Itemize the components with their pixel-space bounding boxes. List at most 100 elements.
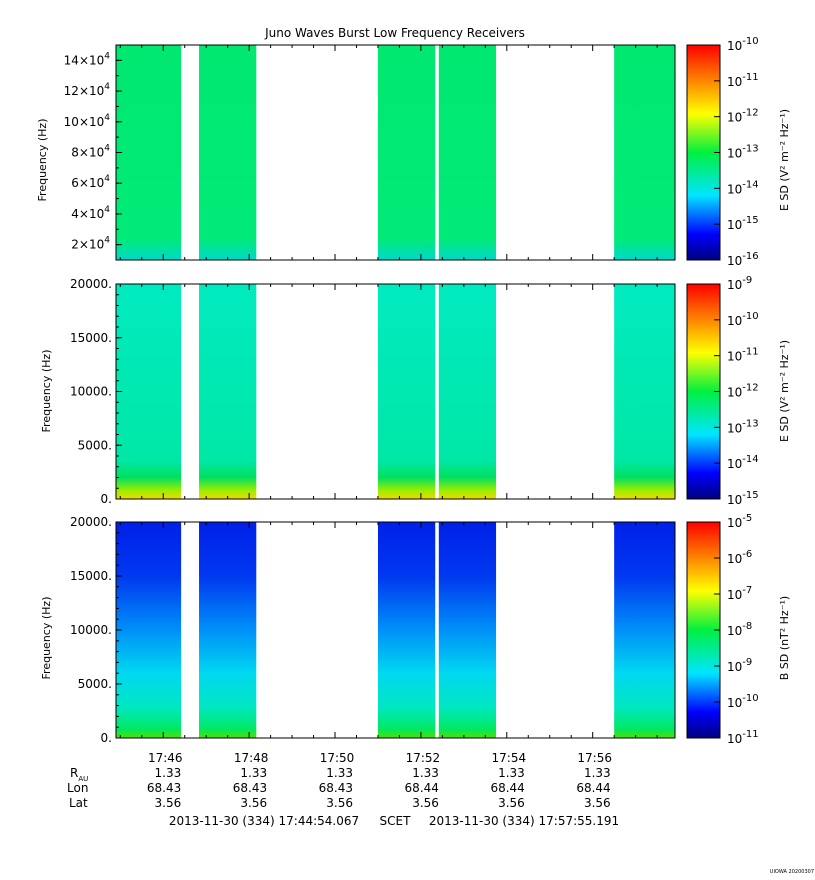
panel-2-colorbar-tick-label: 10-13 [727,418,759,435]
ephemeris-r-value: 1.33 [155,766,182,780]
ephemeris-label-r-subscript: AU [78,775,88,783]
time-tick-label: 17:52 [406,751,441,765]
footer-end-time: 2013-11-30 (334) 17:57:55.191 [429,814,619,828]
panel-3-colorbar-tick-label: 10-7 [727,585,752,602]
ephemeris-lat-value: 3.56 [412,796,439,810]
panel-1-ytick-label: 14×104 [64,51,111,67]
panel-1-ytick-label: 10×104 [64,113,111,129]
panel-1-colorbar-tick-label: 10-14 [727,179,759,196]
panel-3-colorbar-tick-label: 10-10 [727,693,759,710]
ephemeris-lat-value: 3.56 [498,796,525,810]
panel-2-colorbar-tick-label: 10-10 [727,311,759,328]
panel-3-ytick-label: 10000. [70,623,112,637]
panel-1-ytick-label: 6×104 [71,174,110,190]
panel-3-colorbar-tick-label: 10-9 [727,657,752,674]
ephemeris-r-value: 1.33 [326,766,353,780]
ephemeris-lon-value: 68.43 [319,781,353,795]
panel-1-colorbar-tick-label: 10-11 [727,72,759,89]
panel-3-ytick-label: 20000. [70,515,112,529]
ephemeris-values: 1.3368.433.561.3368.433.561.3368.433.561… [147,766,611,810]
time-tick-label: 17:48 [234,751,269,765]
panel-2-segment-5 [614,284,675,499]
panel-1-colorbar-tick-label: 10-10 [727,36,759,53]
panel-2-ylabel: Frequency (Hz) [40,350,53,433]
panel-2-yticks: 0. 5000. 10000. 15000. 20000. [70,277,658,506]
panel-1-ytick-label: 8×104 [71,144,110,160]
panel-2-colorbar-tick-label: 10-11 [727,347,759,364]
footer-credit: UIOWA 20200307 [770,869,814,875]
time-tick-label: 17:56 [577,751,612,765]
panel-3-ytick-label: 0. [101,731,112,745]
panel-1-colorbar-tick-label: 10-16 [727,251,759,268]
panel-3-ytick-label: 5000. [78,677,112,691]
chart-title: Juno Waves Burst Low Frequency Receivers [264,26,525,40]
time-tick-label: 17:46 [148,751,183,765]
panel-3-segment-2 [199,522,257,738]
panel-2-ytick-label: 20000. [70,277,112,291]
footer-frame: SCET [380,814,412,828]
panel-2: 0. 5000. 10000. 15000. 20000. Frequency (Hz)… [40,275,791,507]
panel-3-segment-3 [377,522,436,738]
panel-3: 0. 5000. 10000. 15000. 20000. Frequency (Hz)… [40,513,791,746]
panel-3-ytick-label: 15000. [70,569,112,583]
panel-3-colorbar-tick-label: 10-11 [727,729,759,746]
panel-1-colorbar-label: E SD (V² m⁻² Hz⁻¹) [778,109,791,211]
panel-2-data [116,284,675,499]
panel-1-segment-3 [377,45,436,260]
panel-1-ylabel: Frequency (Hz) [36,119,49,202]
panel-2-segment-4 [438,284,497,499]
panel-2-colorbar-tick-label: 10-15 [727,490,759,507]
panel-2-ytick-label: 0. [101,492,112,506]
ephemeris-lon-value: 68.44 [405,781,439,795]
panel-1-segment-4 [438,45,497,260]
panel-3-colorbar-label: B SD (nT² Hz⁻¹) [778,596,791,680]
ephemeris-r-value: 1.33 [498,766,525,780]
ephemeris-lat-value: 3.56 [584,796,611,810]
panel-1-segment-5 [614,45,675,260]
panel-1-data [116,45,675,260]
panel-2-colorbar-label: E SD (V² m⁻² Hz⁻¹) [778,340,791,442]
panel-1-yticks: 2×104 4×104 6×104 8×104 10×104 12×104 14×104 [64,44,658,261]
ephemeris-lat-value: 3.56 [240,796,267,810]
ephemeris-lon-value: 68.44 [490,781,524,795]
panel-3-colorbar-tick-label: 10-6 [727,549,752,566]
ephemeris-label-lat: Lat [69,796,88,810]
panel-1-segment-1 [116,45,182,260]
panel-2-colorbar-tick-label: 10-12 [727,383,759,400]
ephemeris-labels: RAU Lon Lat [67,766,88,810]
panel-2-colorbar-ticks: 10-9 10-10 10-11 10-12 10-13 10-14 10-15 [714,275,759,507]
panel-3-segment-4 [438,522,497,738]
panel-3-ylabel: Frequency (Hz) [40,597,53,680]
ephemeris-r-value: 1.33 [584,766,611,780]
panel-1-ytick-label: 2×104 [71,236,110,252]
panel-1-colorbar-tick-label: 10-15 [727,215,759,232]
panel-3-colorbar-tick-label: 10-5 [727,513,752,530]
ephemeris-r-value: 1.33 [412,766,439,780]
panel-2-segment-2 [199,284,257,499]
time-tick-label: 17:50 [320,751,355,765]
panel-3-colorbar-tick-label: 10-8 [727,621,752,638]
panel-3-colorbar-ticks: 10-5 10-6 10-7 10-8 10-9 10-10 10-11 [714,513,759,746]
ephemeris-lat-value: 3.56 [155,796,182,810]
panel-3-data [116,522,675,738]
panel-2-colorbar-tick-label: 10-14 [727,454,759,471]
panel-1-ytick-label: 12×104 [64,82,111,98]
panel-3-yticks: 0. 5000. 10000. 15000. 20000. [70,515,658,745]
panel-2-colorbar-tick-label: 10-9 [727,275,752,292]
ephemeris-r-value: 1.33 [240,766,267,780]
panel-3-segment-1 [116,522,182,738]
time-axis: 17:46 17:48 17:50 17:52 17:54 17:56 [148,751,612,765]
panel-3-segment-5 [614,522,675,738]
ephemeris-lat-value: 3.56 [326,796,353,810]
panel-2-ytick-label: 5000. [78,438,112,452]
panel-1: 2×104 4×104 6×104 8×104 10×104 12×104 14×104 F… [36,36,791,268]
panel-2-ytick-label: 10000. [70,385,112,399]
panel-1-colorbar-ticks: 10-10 10-11 10-12 10-13 10-14 10-15 10-16 [714,36,759,268]
footer-start-time: 2013-11-30 (334) 17:44:54.067 [169,814,359,828]
panel-1-segment-2 [199,45,257,260]
panel-2-ytick-label: 15000. [70,331,112,345]
panel-2-segment-1 [116,284,182,499]
ephemeris-lon-value: 68.43 [147,781,181,795]
panel-2-segment-3 [377,284,436,499]
